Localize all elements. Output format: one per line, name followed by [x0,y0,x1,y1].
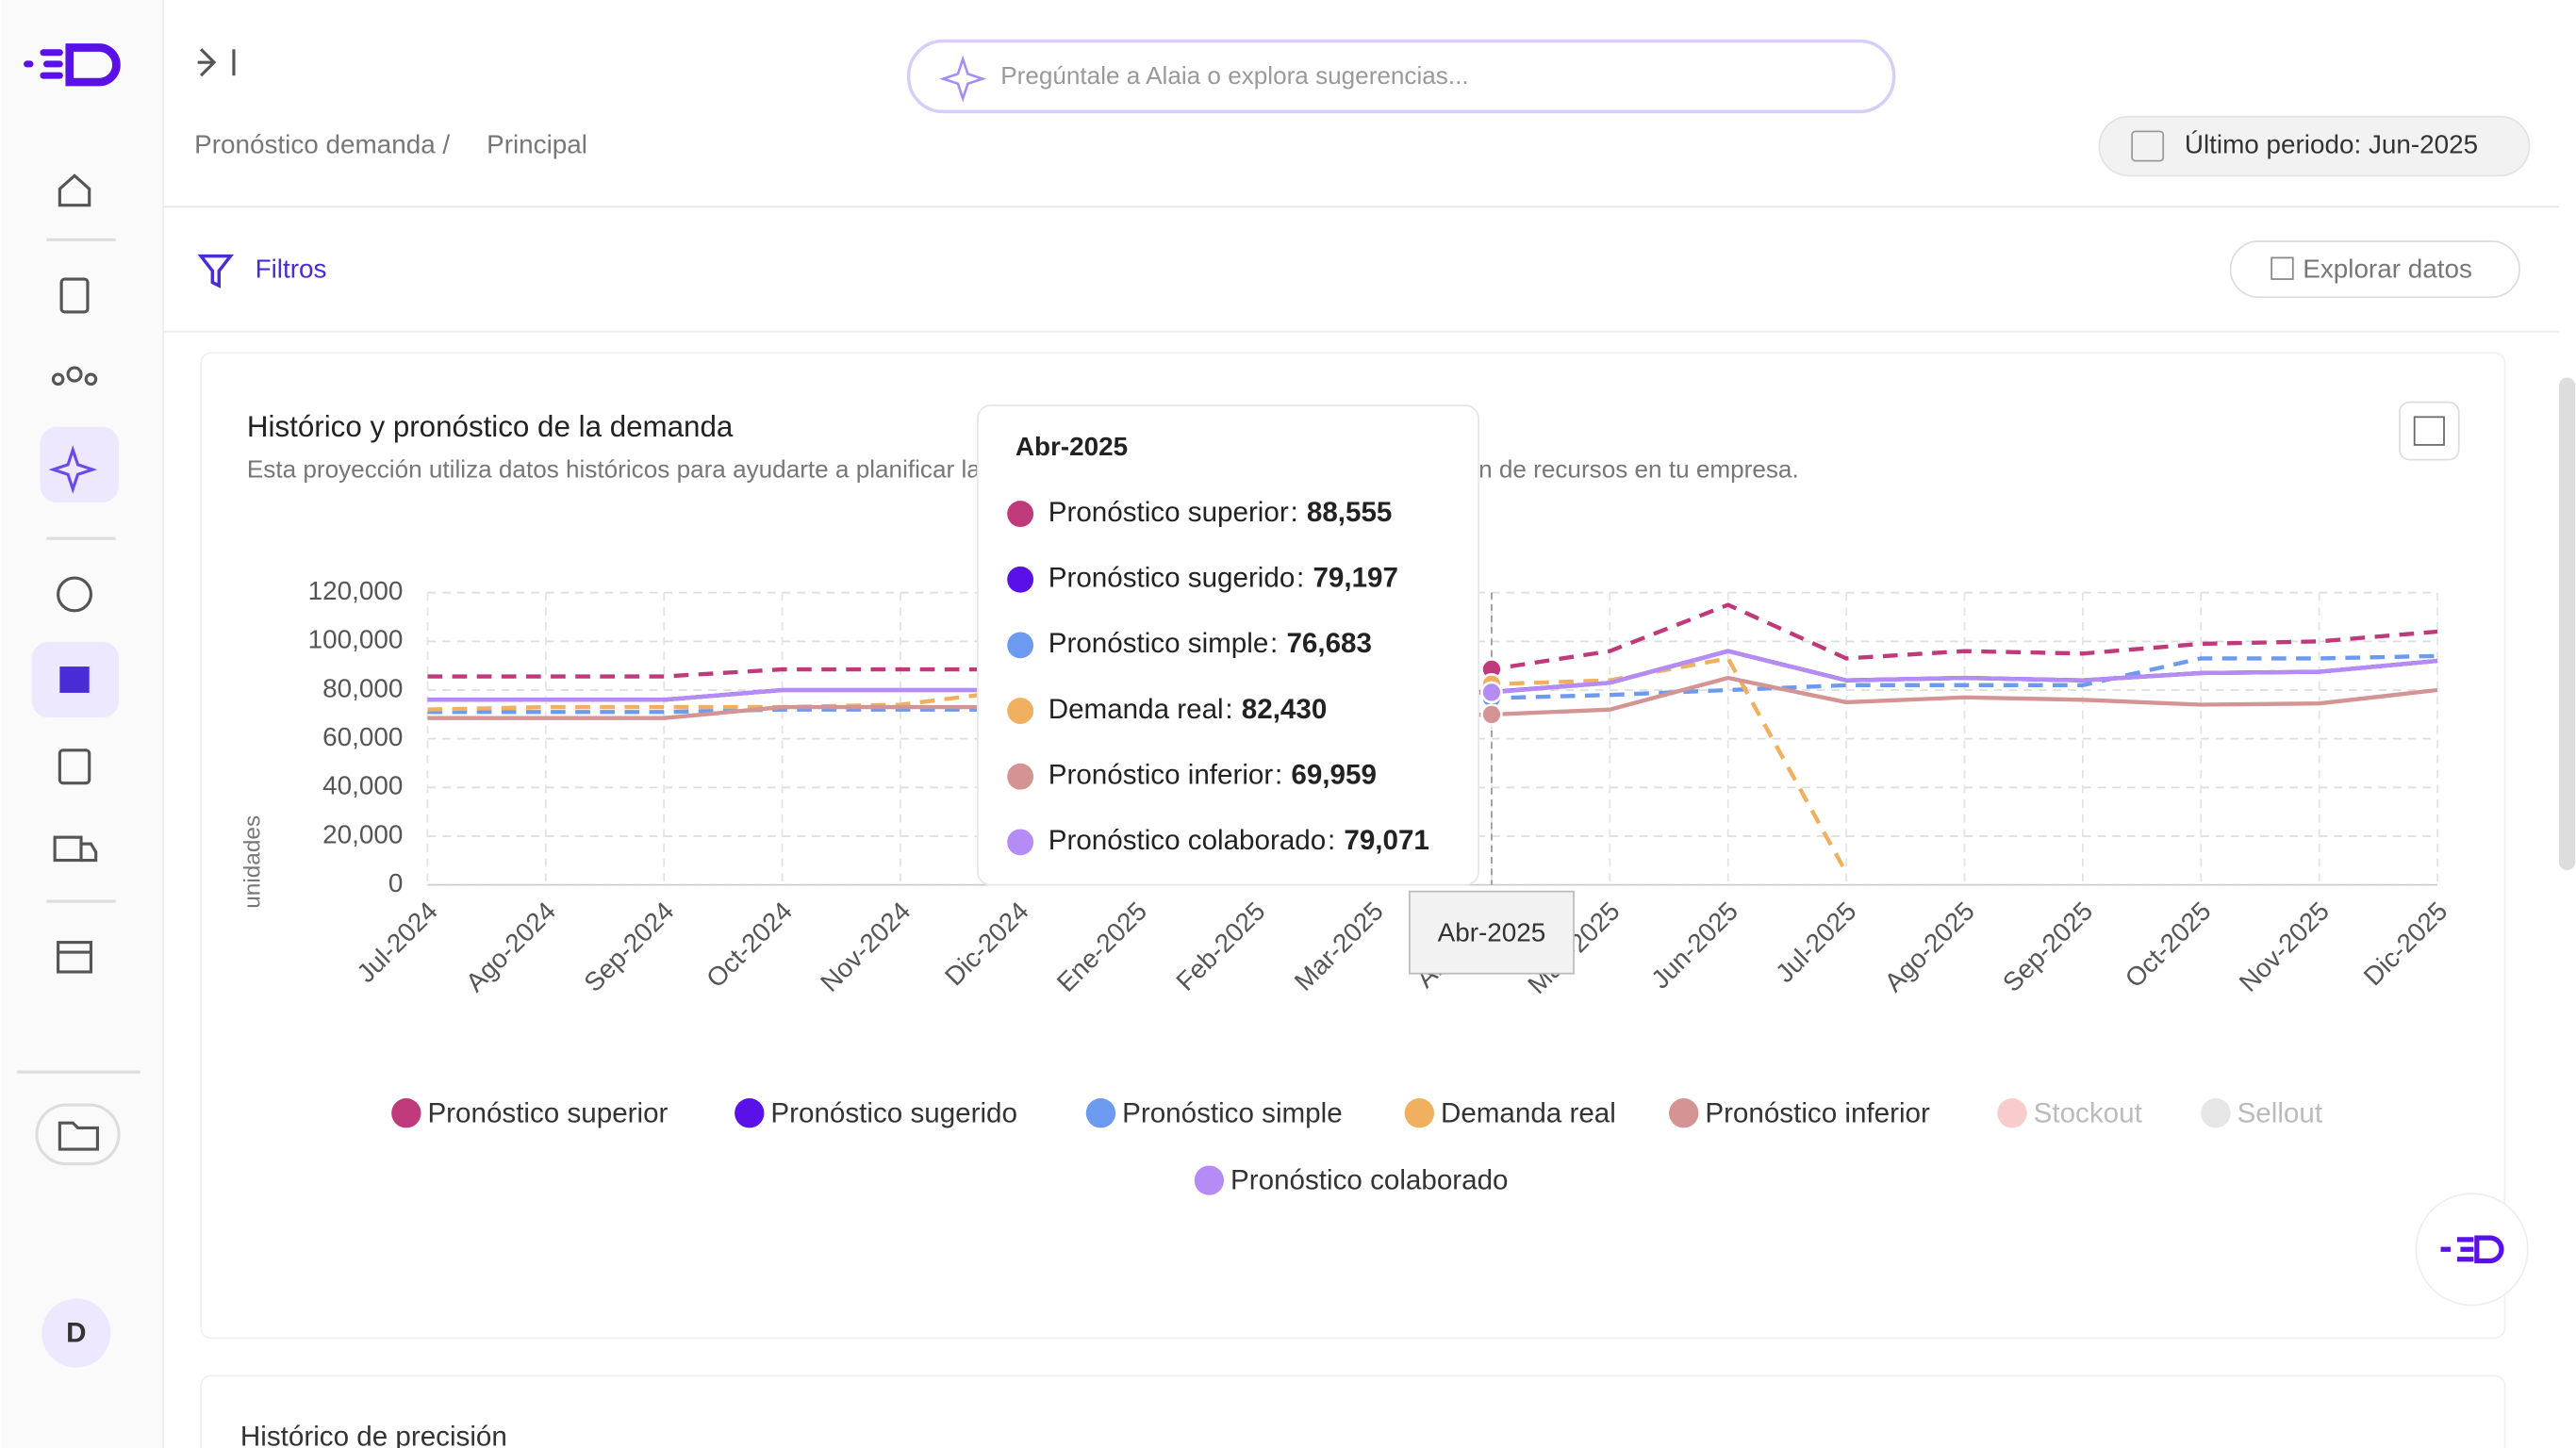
tooltip-value: 88,555 [1307,497,1393,528]
legend-label: Pronóstico superior [427,1097,668,1128]
tooltip-name: Pronóstico colaborado [1049,825,1326,856]
explore-label: Explorar datos [2303,255,2472,284]
legend-label: Pronóstico simple [1122,1097,1343,1128]
legend-label: Pronóstico inferior [1705,1097,1930,1128]
tooltip [976,404,1479,886]
tooltip-colon: : [1270,628,1278,659]
legend-swatch [1404,1098,1434,1128]
explore-button[interactable] [2229,240,2520,299]
tooltip-name: Pronóstico inferior [1049,760,1274,791]
legend-swatch [2201,1098,2231,1128]
legend-swatch [735,1098,765,1128]
legend-label: Sellout [2237,1097,2323,1128]
assistant-logo [2440,1235,2504,1264]
legend-label: Stockout [2034,1097,2142,1128]
tooltip-dot [1007,632,1034,659]
search-icon [939,55,987,103]
legend-label: Demanda real [1441,1097,1616,1128]
tooltip-name: Demanda real [1049,694,1224,725]
legend-swatch [1997,1098,2027,1128]
legend-swatch [391,1098,421,1128]
tooltip-value: 82,430 [1242,694,1328,725]
search-box[interactable] [906,39,1896,114]
tooltip-value: 69,959 [1291,760,1377,791]
tooltip-name: Pronóstico sugerido [1049,563,1296,594]
y-tick-label: 40,000 [322,771,403,800]
y-tick-label: 0 [388,868,404,897]
search-placeholder: Pregúntale a Alaia o explora sugerencias… [1000,61,1468,90]
hover-point [1480,681,1503,704]
chart-title: Histórico y pronóstico de la demanda [247,410,734,443]
tooltip-name: Pronóstico simple [1049,628,1269,659]
tooltip-value: 79,071 [1344,825,1429,856]
filters-button[interactable]: Filtros [256,255,327,284]
calendar-icon [2131,130,2165,162]
tooltip-dot [1007,829,1034,856]
y-tick-label: 120,000 [308,576,404,605]
legend-swatch [1194,1165,1225,1195]
legend-label: Pronóstico colaborado [1230,1165,1508,1196]
axis-pointer-label: Abr-2025 [1438,917,1546,946]
avatar[interactable] [41,1298,111,1368]
tooltip-dot [1007,698,1034,724]
axis-pointer [1409,890,1575,975]
period-pill[interactable] [2098,115,2531,177]
legend-swatch [1085,1098,1116,1128]
filter-icon [197,254,235,288]
series-line [427,656,1849,874]
avatar-label: D [66,1318,86,1349]
tooltip-dot [1007,501,1034,528]
tooltip-colon: : [1328,825,1335,856]
legend-swatch [1669,1098,1699,1128]
table-icon [2271,256,2294,280]
tooltip-colon: : [1225,694,1232,725]
hover-point [1480,703,1503,726]
tooltip-value: 79,197 [1313,563,1398,594]
legend-label: Pronóstico sugerido [770,1097,1017,1128]
nav-icons[interactable] [17,48,236,1166]
archive-button[interactable] [2399,401,2460,461]
y-tick-label: 60,000 [322,722,403,751]
archive-icon [2413,416,2445,446]
y-tick-label: 100,000 [308,625,404,654]
tooltip-value: 76,683 [1286,628,1372,659]
y-axis-label: unidades [239,815,265,909]
y-tick-label: 20,000 [322,819,403,848]
tooltip-dot [1007,566,1034,593]
precision-card [200,1374,2506,1448]
sidebar [0,0,164,1448]
logo [24,43,121,87]
card-title: Histórico de precisión [240,1421,507,1448]
tooltip-colon: : [1290,497,1297,528]
tooltip-colon: : [1296,563,1304,594]
tooltip-dot [1007,763,1034,790]
breadcrumb-item[interactable]: Pronóstico demanda / [194,129,450,158]
tooltip-name: Pronóstico superior [1049,497,1289,528]
y-tick-label: 80,000 [322,673,403,702]
tooltip-title: Abr-2025 [1016,432,1128,461]
breadcrumb-item: Principal [487,129,587,158]
period-label: Último periodo: Jun-2025 [2185,129,2478,158]
tooltip-colon: : [1275,760,1282,791]
scrollbar[interactable] [2558,377,2576,870]
